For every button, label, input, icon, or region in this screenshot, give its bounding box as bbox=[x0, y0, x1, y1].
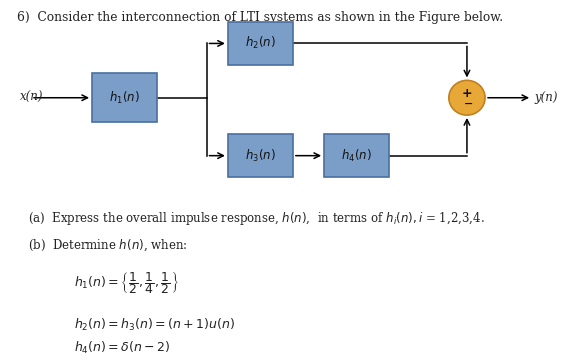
Text: $h_2(n)$: $h_2(n)$ bbox=[245, 35, 276, 51]
FancyBboxPatch shape bbox=[92, 73, 157, 122]
Text: (b)  Determine $h(n)$, when:: (b) Determine $h(n)$, when: bbox=[28, 237, 188, 253]
Text: y(n): y(n) bbox=[535, 91, 559, 104]
Text: $h_3(n)$: $h_3(n)$ bbox=[245, 148, 276, 164]
Text: $h_4(n)$: $h_4(n)$ bbox=[341, 148, 372, 164]
Text: $h_4(n) = \delta(n-2)$: $h_4(n) = \delta(n-2)$ bbox=[74, 340, 170, 356]
Text: x(n): x(n) bbox=[20, 91, 44, 104]
FancyBboxPatch shape bbox=[324, 134, 389, 177]
FancyBboxPatch shape bbox=[228, 134, 293, 177]
Text: $h_1(n) = \left\{\dfrac{1}{2}, \dfrac{1}{4}, \dfrac{1}{2}\right\}$: $h_1(n) = \left\{\dfrac{1}{2}, \dfrac{1}… bbox=[74, 270, 178, 296]
Text: 6)  Consider the interconnection of LTI systems as shown in the Figure below.: 6) Consider the interconnection of LTI s… bbox=[17, 11, 503, 24]
Text: +: + bbox=[462, 87, 472, 100]
FancyBboxPatch shape bbox=[228, 22, 293, 65]
Text: $h_2(n) = h_3(n) = (n+1)u(n)$: $h_2(n) = h_3(n) = (n+1)u(n)$ bbox=[74, 317, 235, 333]
Text: −: − bbox=[464, 98, 473, 109]
Text: (a)  Express the overall impulse response, $h(n)$,  in terms of $h_i(n), i$ = 1,: (a) Express the overall impulse response… bbox=[28, 210, 485, 227]
Text: $h_1(n)$: $h_1(n)$ bbox=[109, 90, 140, 106]
Ellipse shape bbox=[449, 80, 485, 115]
